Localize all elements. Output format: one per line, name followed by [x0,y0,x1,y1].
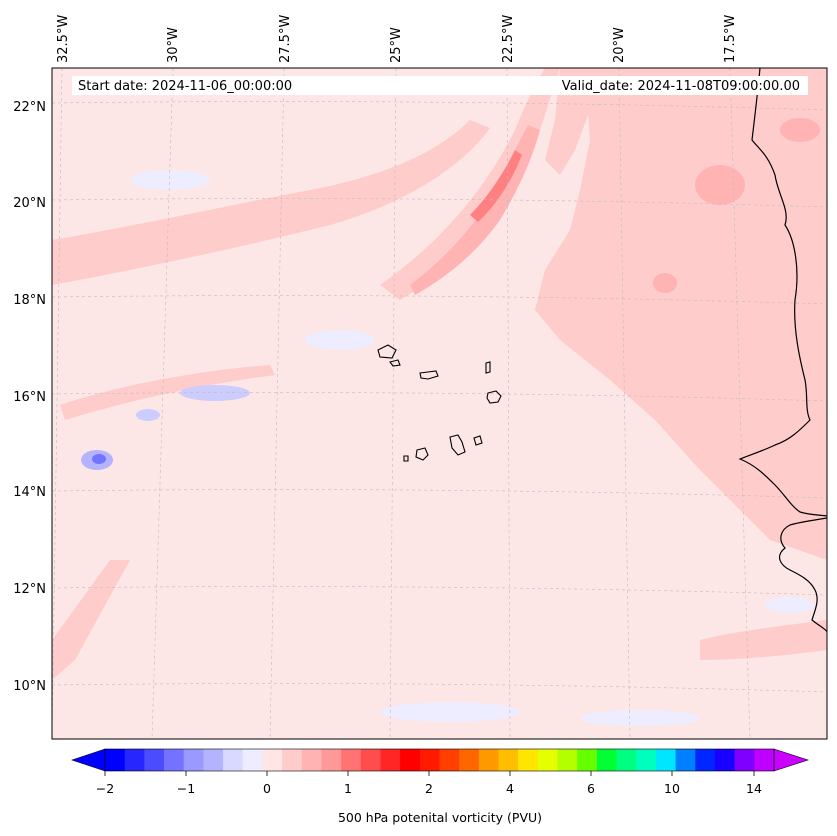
colorbar-cell [321,749,342,771]
lat-label-14n: 14°N [13,485,46,500]
cb-tick-label: 4 [506,781,514,796]
colorbar-cell [183,749,204,771]
colorbar-cell [380,749,401,771]
pv-negative-2 [136,409,160,421]
pv-patch-west [60,365,275,420]
map-frame [51,67,828,740]
cb-tick-label: 1 [344,781,352,796]
lat-label-20n: 20°N [13,196,46,211]
cb-tick-label: 0 [263,781,271,796]
colorbar-over-arrow [773,748,809,772]
lon-label-22-5w: 22.5°W [501,15,516,63]
pv-negative-core [92,454,106,464]
colorbar-cell [498,749,519,771]
colorbar-cell [124,749,145,771]
cb-tick-label: 14 [746,781,762,796]
cb-tick-label: −2 [96,781,114,796]
colorbar-cells [105,749,775,771]
colorbar-cell [636,749,657,771]
pv-negative-5 [305,330,375,350]
lon-label-27-5w: 27.5°W [278,15,293,63]
colorbar-label: 500 hPa potenital vorticity (PVU) [338,810,542,825]
lon-label-30w: 30°W [166,27,181,63]
colorbar-cell [557,749,578,771]
cape-verde-islands [377,344,502,462]
colorbar-cell [360,749,381,771]
pv-patch-east-2 [695,165,745,205]
start-date-label: Start date: 2024-11-06_00:00:00 [78,79,292,94]
colorbar-cell [714,749,736,771]
pv-negative-8 [765,597,815,613]
gridlines [52,68,827,739]
colorbar-cell [655,749,677,771]
colorbar-cell [105,749,126,771]
colorbar-cell [400,749,421,771]
lat-label-22n: 22°N [13,100,46,115]
cb-tick-label: 6 [587,781,595,796]
coastline-africa-south [778,517,827,633]
colorbar-cell [616,749,637,771]
colorbar-cell [282,749,303,771]
colorbar-cell [754,749,775,771]
colorbar-cell [419,749,440,771]
colorbar-cell [223,749,244,771]
colorbar-tick-labels: −2 −1 0 1 2 4 6 10 14 [96,781,762,796]
lon-label-17-5w: 17.5°W [723,15,738,63]
colorbar-cell [478,749,500,771]
colorbar-cell [242,749,263,771]
coastline-africa [738,68,827,517]
colorbar-cell [164,749,185,771]
colorbar-under-arrow [71,748,106,772]
longitude-labels: 32.5°W 30°W 27.5°W 25°W 22.5°W 20°W 17.5… [56,15,738,63]
colorbar-cell [262,749,283,771]
pv-region-northeast [535,68,827,560]
pv-patch-east-1 [653,273,677,293]
pv-negative-4 [130,170,210,190]
valid-date-box [372,76,808,95]
colorbar-cell [675,749,696,771]
colorbar-cell [301,749,322,771]
colorbar-cell [596,749,618,771]
latitude-labels: 22°N 20°N 18°N 16°N 14°N 12°N 10°N [13,100,46,694]
pv-patch-east-3 [780,118,820,142]
pv-negative-6 [380,702,520,722]
lon-label-32-5w: 32.5°W [56,15,71,63]
lat-label-10n: 10°N [13,679,46,694]
colorbar-cell [341,749,362,771]
valid-date-label: Valid_date: 2024-11-08T09:00:00.00 [562,79,800,94]
pv-patch-southeast [700,620,827,660]
lat-label-18n: 18°N [13,293,46,308]
lon-label-20w: 20°W [612,27,627,63]
cb-tick-label: 10 [664,781,680,796]
colorbar-cell [439,749,460,771]
colorbar-cell [695,749,716,771]
pv-negative-7 [580,710,700,726]
cb-tick-label: 2 [425,781,433,796]
colorbar-cell [518,749,539,771]
colorbar-cell [144,749,165,771]
colorbar-cell [734,749,755,771]
colorbar-cell [537,749,559,771]
pv-patch-south [52,560,130,680]
colorbar-cell [459,749,480,771]
lon-label-25w: 25°W [389,27,404,63]
cb-tick-label: −1 [177,781,195,796]
map-panel [52,68,827,739]
start-date-box [72,76,372,95]
colorbar: −2 −1 0 1 2 4 6 10 14 500 hPa potenital … [71,748,809,825]
lat-label-16n: 16°N [13,390,46,405]
lat-label-12n: 12°N [13,582,46,597]
colorbar-cell [203,749,224,771]
colorbar-frame [104,748,775,772]
pv-band-northwest [52,120,490,285]
colorbar-ticks [104,771,755,776]
pv-negative-1 [180,385,250,401]
colorbar-cell [577,749,598,771]
pv-streak-max [470,150,522,222]
